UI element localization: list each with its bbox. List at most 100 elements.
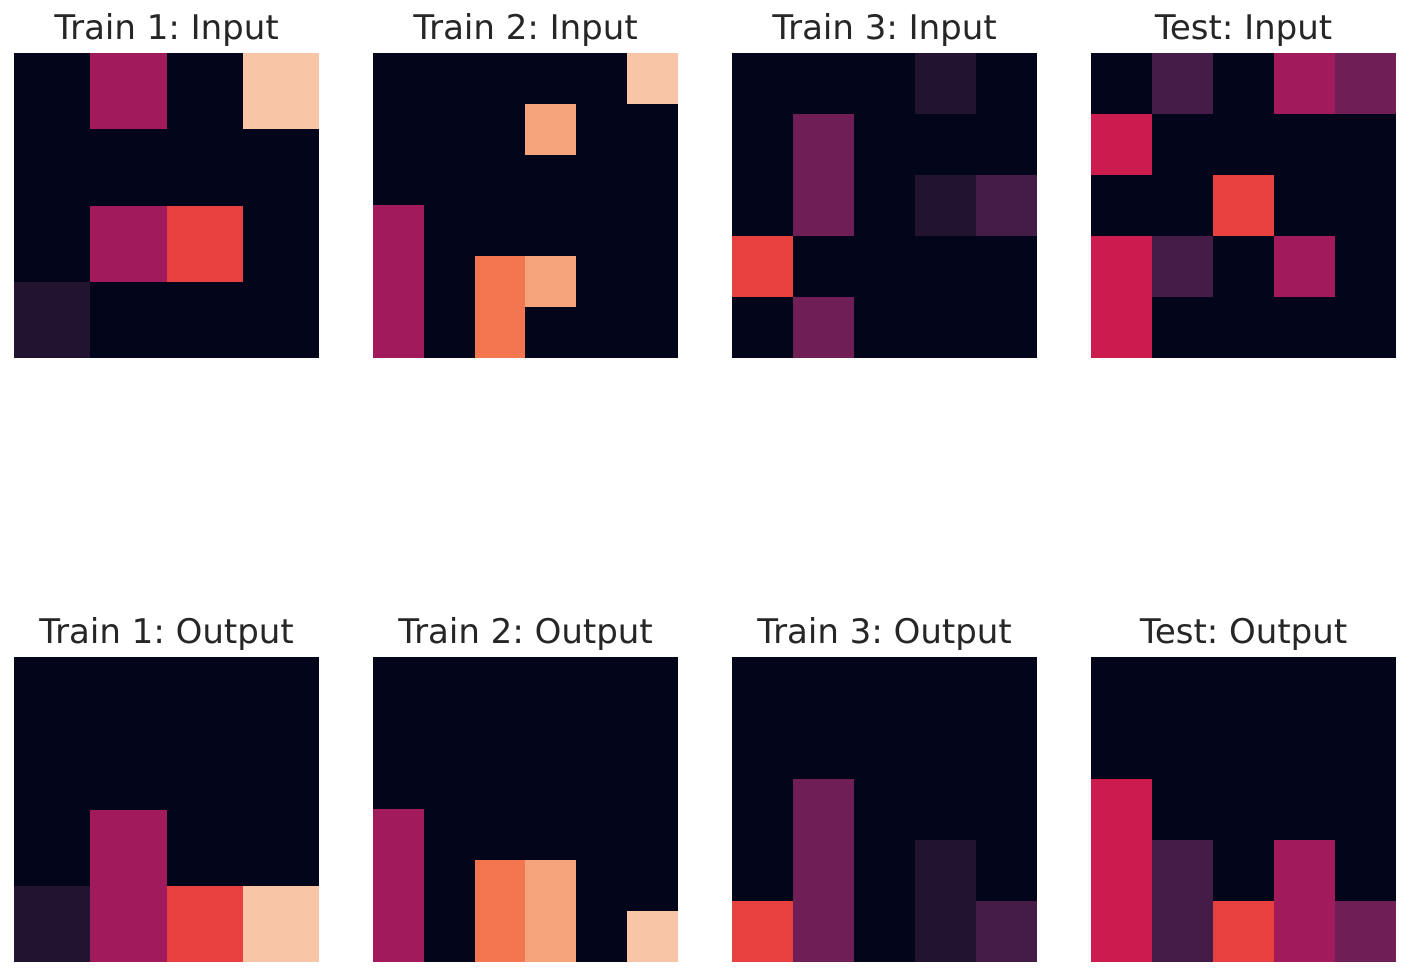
grid-cell (14, 809, 91, 886)
panel-title: Train 2: Input (413, 8, 638, 48)
grid-cell (854, 53, 915, 114)
grid-cell (14, 281, 91, 358)
grid-cell (793, 657, 854, 718)
grid-cell (854, 114, 915, 175)
grid-cell (423, 860, 475, 912)
panel-train-3-input: Train 3: Input (732, 11, 1037, 358)
grid-cell (627, 154, 678, 206)
grid-cell (854, 840, 915, 901)
grid-cell (627, 103, 678, 155)
grid-cell (976, 53, 1037, 114)
grid-cell (525, 307, 577, 358)
grid-cell (242, 281, 319, 358)
grid-cell (732, 901, 793, 962)
grid-cell (1213, 901, 1274, 962)
panel-train-3-output: Train 3: Output (732, 615, 1037, 962)
grid-cell (474, 860, 526, 912)
grid-cell (915, 53, 976, 114)
grid-cell (1213, 657, 1274, 718)
grid-cell (915, 657, 976, 718)
grid-cell (474, 758, 526, 810)
grid-cell (423, 205, 475, 257)
grid-cell (854, 236, 915, 297)
grid-cell (854, 718, 915, 779)
grid (14, 53, 319, 358)
grid-cell (627, 809, 678, 861)
grid-cell (793, 718, 854, 779)
grid-cell (576, 53, 628, 104)
grid-cell (525, 657, 577, 708)
grid-cell (423, 103, 475, 155)
grid-cell (1213, 718, 1274, 779)
grid-cell (915, 297, 976, 358)
panel-title: Train 3: Output (757, 612, 1012, 652)
grid-cell (576, 205, 628, 257)
grid-cell (525, 707, 577, 759)
grid-cell (576, 758, 628, 810)
grid-cell (1152, 297, 1213, 358)
grid-cell (166, 205, 243, 282)
grid-cell (90, 657, 167, 734)
grid-cell (793, 779, 854, 840)
grid-cell (576, 154, 628, 206)
grid-cell (242, 657, 319, 734)
grid-cell (576, 809, 628, 861)
grid-cell (627, 657, 678, 708)
grid-cell (1274, 779, 1335, 840)
grid-cell (627, 53, 678, 104)
grid-cell (732, 236, 793, 297)
grid-cell (627, 911, 678, 962)
grid-cell (976, 114, 1037, 175)
grid-cell (1335, 236, 1396, 297)
grid-cell (14, 129, 91, 206)
grid-cell (793, 114, 854, 175)
grid-cell (1091, 840, 1152, 901)
grid-cell (525, 256, 577, 308)
grid-cell (976, 236, 1037, 297)
grid-cell (732, 718, 793, 779)
grid-cell (474, 53, 526, 104)
grid-cell (166, 281, 243, 358)
grid-cell (732, 114, 793, 175)
grid-cell (1152, 718, 1213, 779)
grid-cell (423, 809, 475, 861)
grid-cell (732, 175, 793, 236)
grid-cell (423, 911, 475, 962)
grid-cell (1335, 53, 1396, 114)
grid-cell (1091, 779, 1152, 840)
grid-cell (915, 114, 976, 175)
grid-cell (373, 256, 424, 308)
panel-test-output: Test: Output (1091, 615, 1396, 962)
grid-cell (1091, 901, 1152, 962)
grid-cell (423, 256, 475, 308)
grid-cell (1335, 297, 1396, 358)
grid (373, 53, 678, 358)
grid-cell (423, 657, 475, 708)
grid-cell (1213, 53, 1274, 114)
grid-cell (1274, 901, 1335, 962)
grid-cell (1213, 175, 1274, 236)
grid-cell (525, 205, 577, 257)
grid (1091, 657, 1396, 962)
grid-cell (166, 53, 243, 130)
grid-cell (423, 758, 475, 810)
grid-cell (576, 256, 628, 308)
grid-cell (423, 707, 475, 759)
grid-cell (1274, 175, 1335, 236)
grid-cell (627, 860, 678, 912)
grid-cell (793, 53, 854, 114)
panel-train-1-input: Train 1: Input (14, 11, 319, 358)
grid-cell (525, 809, 577, 861)
grid-cell (854, 297, 915, 358)
grid-cell (915, 175, 976, 236)
grid-cell (474, 911, 526, 962)
grid-cell (915, 779, 976, 840)
grid-cell (474, 657, 526, 708)
grid-cell (90, 809, 167, 886)
grid-cell (166, 885, 243, 962)
grid-cell (166, 809, 243, 886)
grid-cell (14, 885, 91, 962)
grid-cell (976, 175, 1037, 236)
grid-cell (525, 860, 577, 912)
grid-cell (732, 840, 793, 901)
